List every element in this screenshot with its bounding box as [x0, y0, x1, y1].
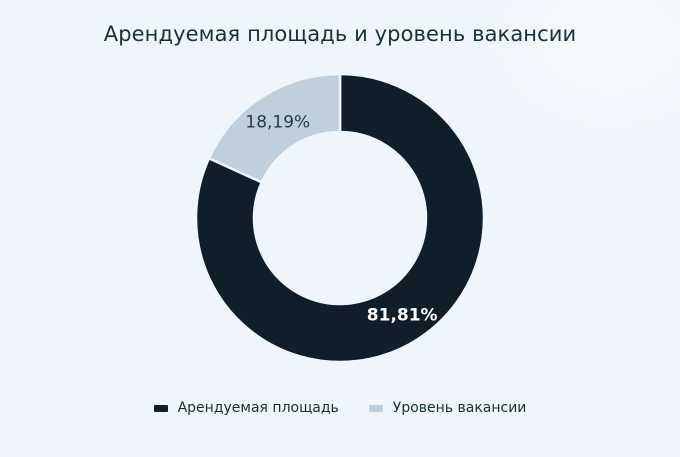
legend-swatch-leased — [153, 404, 168, 412]
legend-swatch-vacancy — [368, 404, 383, 412]
donut-slice-leased[interactable] — [194, 72, 486, 364]
legend-item-vacancy[interactable]: Уровень вакансии — [368, 400, 527, 416]
donut-slices — [194, 72, 486, 364]
legend-item-leased[interactable]: Арендуемая площадь — [153, 400, 339, 416]
chart-legend: Арендуемая площадь Уровень вакансии — [0, 400, 680, 416]
slice-label-leased: 81,81% — [367, 306, 438, 326]
legend-label-leased: Арендуемая площадь — [177, 400, 339, 416]
donut-slice-vacancy[interactable] — [207, 72, 342, 184]
slice-label-vacancy: 18,19% — [245, 112, 310, 132]
legend-label-vacancy: Уровень вакансии — [392, 400, 527, 416]
chart-title: Арендуемая площадь и уровень вакансии — [103, 22, 577, 46]
